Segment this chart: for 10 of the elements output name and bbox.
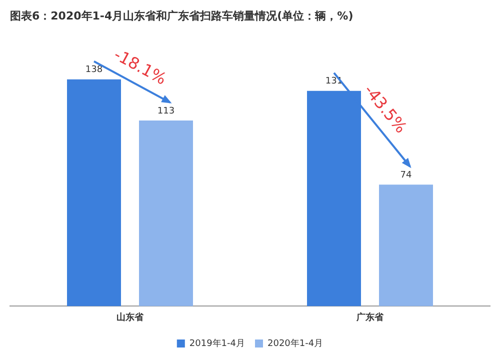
x-tick-label: 山东省 xyxy=(116,312,144,323)
legend-label: 2020年1-4月 xyxy=(268,338,324,349)
data-label: 74 xyxy=(400,170,412,180)
bar xyxy=(139,120,193,306)
data-label: 113 xyxy=(157,106,175,116)
legend-label: 2019年1-4月 xyxy=(189,338,246,349)
chart-title: 图表6：2020年1-4月山东省和广东省扫路车销量情况(单位：辆，%) xyxy=(10,9,354,22)
x-tick-label: 广东省 xyxy=(356,312,384,323)
bar xyxy=(379,184,433,306)
data-label: 138 xyxy=(85,65,103,76)
